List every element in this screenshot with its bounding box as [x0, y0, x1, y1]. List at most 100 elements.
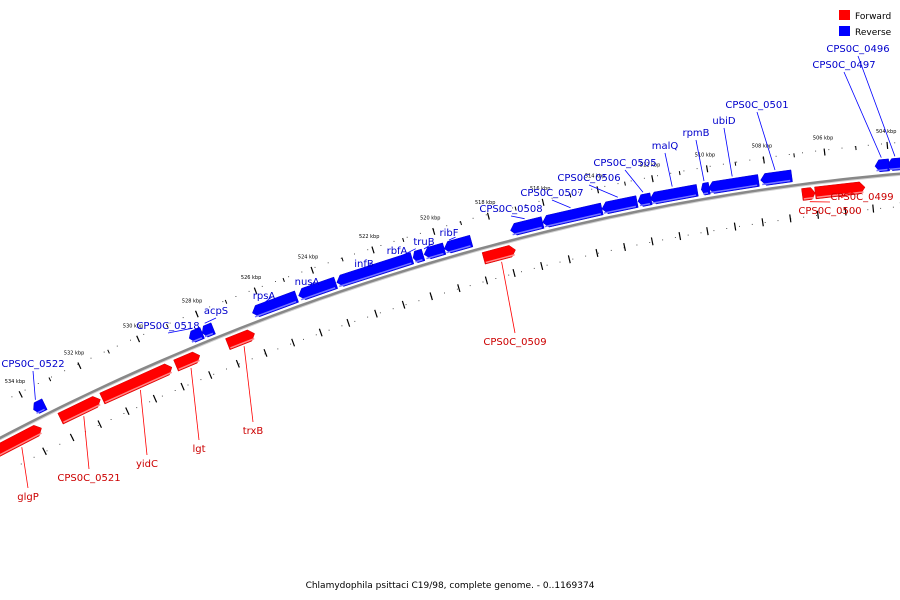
gene-shade: [888, 167, 900, 171]
gene-arrow[interactable]: [481, 245, 516, 265]
gene-infb[interactable]: [336, 252, 415, 288]
gene-label[interactable]: CPS0C_0508: [479, 204, 542, 215]
gene-arrow[interactable]: [252, 290, 299, 317]
gene-label[interactable]: infB: [354, 259, 374, 270]
gene-arrow[interactable]: [874, 158, 890, 173]
scale-dot: [261, 285, 263, 287]
scale-dot: [512, 207, 514, 209]
gene-lgt[interactable]: [173, 351, 201, 372]
gene-label[interactable]: CPS0C_0501: [725, 100, 788, 111]
tick-mark-inner: [235, 359, 240, 368]
gene-label[interactable]: ubiD: [712, 116, 735, 127]
scale-dot: [251, 358, 253, 360]
gene-ribf[interactable]: [443, 234, 474, 254]
tick-mark-inner: [789, 214, 792, 223]
gene-label[interactable]: CPS0C_0518: [136, 321, 199, 332]
gene-arrow[interactable]: [99, 363, 173, 405]
gene-label[interactable]: CPS0C_0522: [1, 359, 64, 370]
gene-label[interactable]: yidC: [136, 459, 158, 470]
tick-mark-inner: [761, 218, 764, 227]
tick-mark: [651, 175, 654, 183]
gene-label[interactable]: CPS0C_0521: [57, 473, 120, 484]
gene-label[interactable]: nusA: [295, 277, 320, 288]
gene-cps0c-0506[interactable]: [601, 195, 639, 214]
gene-label[interactable]: rpmB: [682, 128, 709, 139]
scale-dot: [585, 255, 587, 257]
gene-arrow[interactable]: [225, 329, 255, 351]
gene-label[interactable]: trxB: [243, 426, 264, 437]
gene-shade: [603, 205, 637, 214]
gene-label[interactable]: CPS0C_0505: [593, 158, 656, 169]
gene-acps[interactable]: [201, 322, 216, 338]
gene-glgp[interactable]: [0, 425, 42, 457]
gene-arrow[interactable]: [57, 396, 101, 425]
gene-cps0c-0505[interactable]: [637, 192, 653, 207]
gene-label[interactable]: malQ: [652, 141, 679, 152]
tick-mark-inner: [872, 204, 875, 213]
gene-trub[interactable]: [423, 242, 447, 260]
gene-nusa[interactable]: [298, 276, 339, 301]
gene-arrow[interactable]: [173, 351, 201, 372]
gene-trxb[interactable]: [225, 329, 255, 351]
gene-leader: [167, 327, 193, 334]
gene-label[interactable]: CPS0C_0499: [830, 192, 893, 203]
gene-label[interactable]: CPS0C_0497: [812, 60, 875, 71]
scale-dot: [828, 213, 830, 215]
gene-arrow[interactable]: [443, 234, 474, 254]
gene-leader: [551, 199, 571, 209]
gene-label[interactable]: truB: [413, 237, 434, 248]
tick-mark-inner: [125, 407, 130, 416]
scale-dot: [777, 220, 779, 222]
gene-cps0c-0508[interactable]: [510, 216, 545, 236]
gene-arrow[interactable]: [0, 425, 42, 457]
scale-dot: [367, 316, 369, 318]
gene-rbfa[interactable]: [412, 248, 426, 263]
gene-shade: [36, 408, 45, 414]
gene-arrow[interactable]: [814, 181, 866, 200]
gene-cps0c-0500[interactable]: [801, 187, 816, 201]
gene-arrow[interactable]: [336, 252, 415, 287]
tick-marks: [18, 141, 900, 456]
gene-label[interactable]: CPS0C_0507: [520, 188, 583, 199]
gene-cps0c-0497[interactable]: [874, 158, 890, 173]
gene-cps0c-0507[interactable]: [542, 202, 604, 228]
gene-label[interactable]: ribF: [440, 228, 459, 239]
scale-dot: [143, 333, 145, 335]
gene-label[interactable]: CPS0C_0509: [483, 337, 546, 348]
gene-cps0c-0509[interactable]: [481, 245, 516, 265]
gene-label[interactable]: CPS0C_0506: [557, 173, 620, 184]
gene-label[interactable]: lgt: [192, 444, 205, 455]
gene-arrow[interactable]: [601, 195, 639, 214]
scale-dot: [182, 317, 184, 319]
gene-label[interactable]: rpsA: [253, 291, 276, 302]
tick-mark-inner: [318, 328, 323, 337]
scale-dot: [700, 232, 702, 234]
gene-shade: [803, 196, 814, 200]
gene-rpmb[interactable]: [701, 182, 711, 196]
gene-cps0c-0522[interactable]: [33, 398, 48, 414]
scale-dot: [110, 419, 112, 420]
legend: Forward Reverse: [839, 10, 892, 38]
gene-label[interactable]: glgP: [17, 492, 39, 503]
gene-arrow[interactable]: [298, 276, 339, 300]
gene-cps0c-0518[interactable]: [188, 326, 205, 343]
gene-label[interactable]: acpS: [204, 306, 228, 317]
scale-dot: [739, 225, 740, 227]
gene-label[interactable]: CPS0C_0500: [798, 206, 861, 217]
scale-dot: [775, 155, 777, 157]
legend-reverse-label: Reverse: [855, 28, 892, 38]
gene-cps0c-0499[interactable]: [814, 181, 866, 200]
gene-label[interactable]: rbfA: [387, 246, 408, 257]
scale-dot: [726, 228, 728, 229]
gene-arrow[interactable]: [701, 182, 711, 196]
gene-rpsa[interactable]: [252, 290, 299, 318]
gene-cps0c-0501[interactable]: [760, 169, 793, 186]
gene-arrow[interactable]: [510, 216, 545, 236]
gene-yidc[interactable]: [99, 363, 173, 405]
gene-cps0c-0521[interactable]: [57, 396, 101, 425]
tick-mark-minor: [282, 277, 285, 282]
gene-arrow[interactable]: [542, 202, 604, 228]
gene-label[interactable]: CPS0C_0496: [826, 44, 889, 55]
gene-leader: [204, 317, 217, 324]
tick-mark-inner: [650, 237, 654, 246]
